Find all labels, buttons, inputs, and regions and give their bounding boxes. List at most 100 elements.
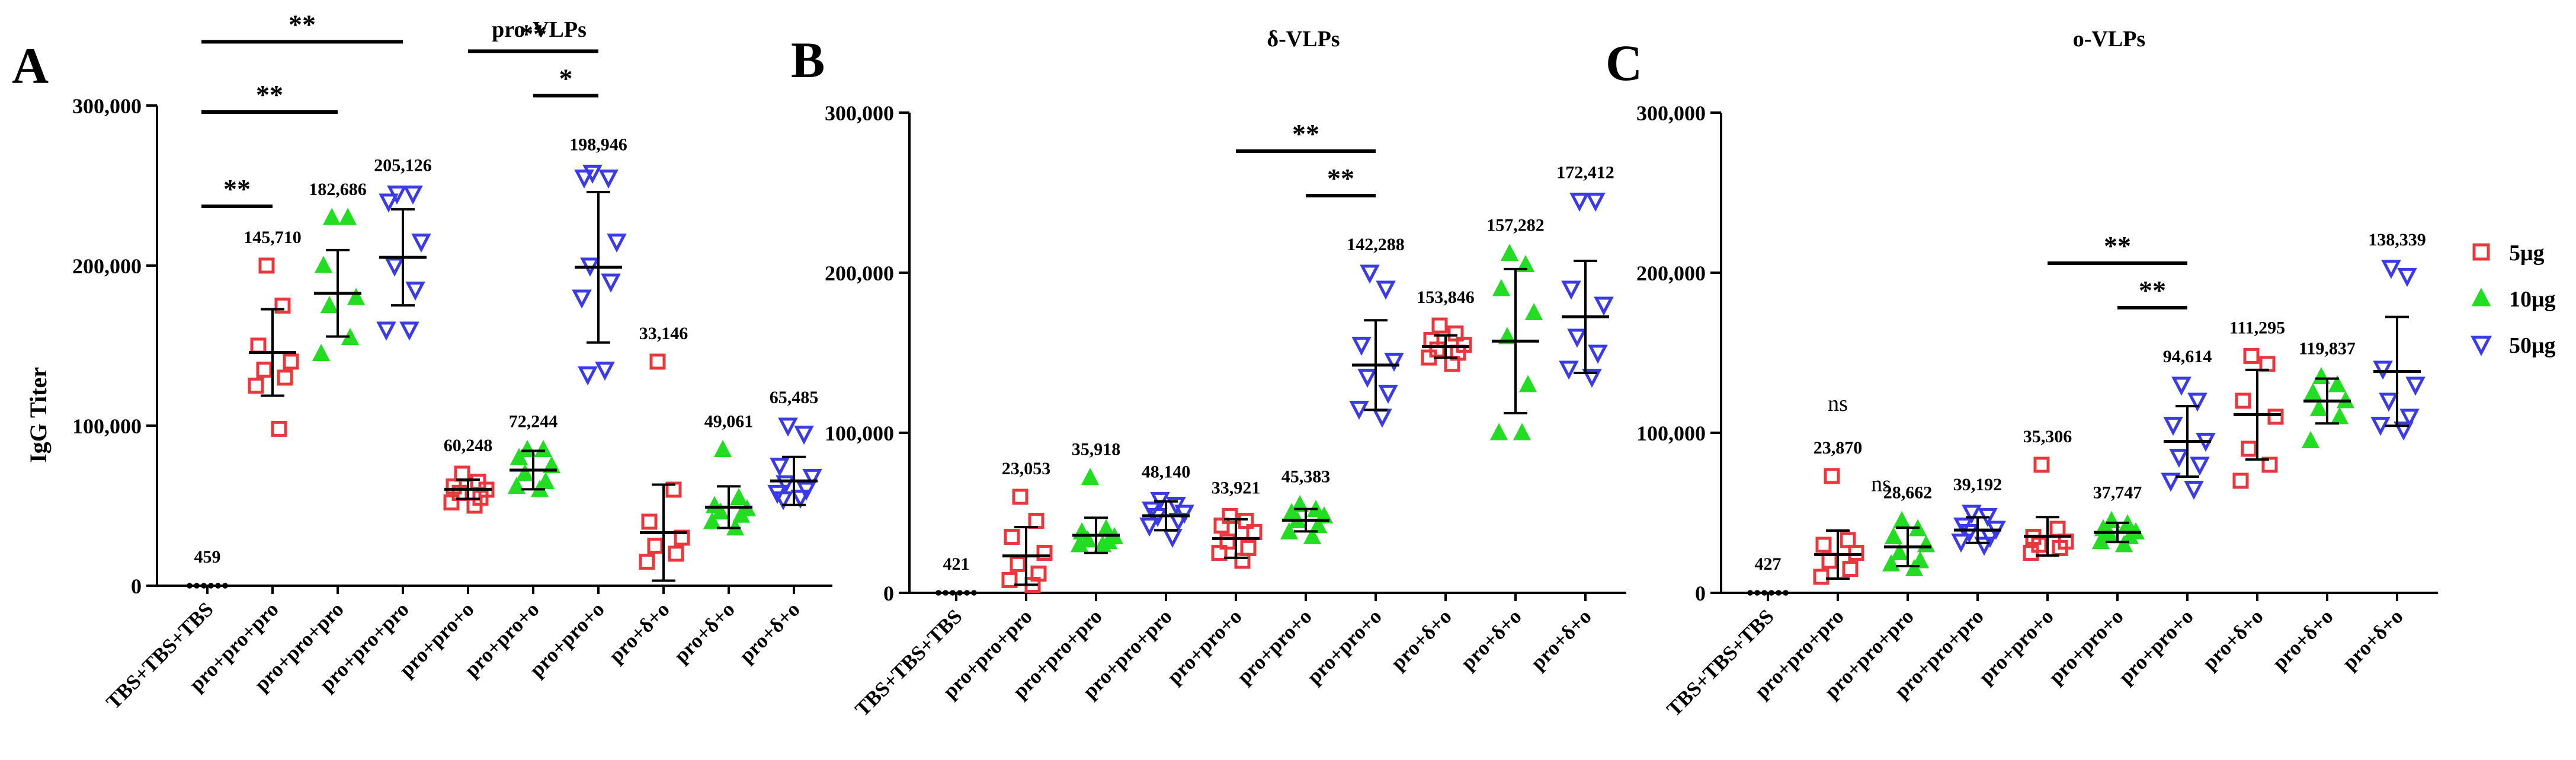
mean-label: 37,747: [2093, 483, 2142, 503]
data-point: [2163, 417, 2183, 436]
mean-label: 138,339: [2368, 230, 2426, 250]
data-point: [1139, 518, 1159, 537]
significance-label: **: [2139, 275, 2166, 305]
data-point: [1783, 590, 1789, 596]
data-point: [641, 513, 658, 530]
data-point: [2328, 375, 2347, 392]
data-point: [2399, 408, 2420, 428]
x-tick-label: pro+pro+o: [2044, 605, 2128, 689]
panel-letter: C: [1606, 34, 1642, 91]
data-point: [1093, 535, 1112, 553]
data-point: [2171, 376, 2191, 396]
data-point: [256, 362, 273, 378]
data-point: [1513, 423, 1531, 440]
mean-label: 28,662: [1883, 483, 1933, 503]
data-point: [411, 234, 431, 253]
data-point: [1588, 344, 1608, 364]
data-point: [802, 468, 822, 488]
data-point: [2309, 399, 2328, 416]
data-point: [1768, 590, 1774, 596]
data-point: [1211, 545, 1228, 561]
data-point: [773, 491, 793, 510]
data-point: [222, 583, 228, 589]
data-point: [1561, 280, 1581, 300]
mean-label: 153,846: [1417, 288, 1475, 307]
y-axis-title: IgG Titer: [25, 367, 52, 463]
data-point: [572, 289, 592, 309]
mean-label: 45,383: [1281, 467, 1331, 487]
data-point: [454, 465, 470, 482]
mean-label: 119,837: [2299, 339, 2356, 359]
x-tick-label: pro+δ+o: [2268, 605, 2338, 675]
y-tick-label: 300,000: [72, 94, 142, 118]
data-point: [2235, 392, 2251, 409]
data-point: [258, 257, 275, 274]
data-point: [1010, 555, 1026, 572]
data-point: [1518, 375, 1537, 392]
x-tick-label: TBS+TBS+TBS: [102, 598, 218, 714]
data-point: [1842, 561, 1859, 577]
panel-letter: A: [12, 37, 49, 94]
data-point: [274, 298, 291, 314]
data-point: [639, 554, 655, 570]
data-point: [674, 529, 690, 546]
ns-label: ns: [1828, 391, 1848, 416]
mean-label: 33,146: [639, 324, 688, 343]
data-point: [732, 505, 751, 523]
data-point: [2303, 383, 2322, 400]
data-point: [2190, 456, 2210, 476]
x-tick-label: pro+δ+o: [604, 598, 674, 668]
data-point: [1492, 279, 1511, 296]
mean-label: 49,061: [704, 412, 754, 432]
data-point: [399, 321, 419, 341]
y-tick-label: 200,000: [825, 261, 894, 285]
data-point: [1559, 360, 1579, 380]
data-point: [322, 207, 341, 225]
x-tick-label: pro+pro+o: [1162, 605, 1247, 689]
data-point: [1280, 522, 1299, 539]
x-tick-label: pro+δ+o: [1526, 605, 1596, 675]
data-point: [574, 170, 594, 189]
data-point: [1290, 495, 1309, 512]
ns-label: ns: [1871, 472, 1891, 497]
y-tick-label: 100,000: [1636, 421, 1706, 445]
data-point: [1213, 518, 1230, 534]
data-point: [943, 590, 949, 596]
data-point: [935, 590, 941, 596]
x-tick-label: pro+δ+o: [2198, 605, 2268, 675]
x-tick-label: pro+δ+o: [669, 598, 739, 668]
data-point: [1840, 532, 1856, 548]
data-point: [1815, 537, 1832, 553]
data-point: [1905, 559, 1924, 576]
data-point: [1303, 527, 1322, 544]
data-point: [1489, 423, 1508, 440]
data-point: [510, 448, 528, 465]
panel-title: pro-VLPs: [492, 17, 587, 42]
data-point: [711, 502, 730, 520]
data-point: [1081, 468, 1100, 486]
data-point: [2232, 472, 2249, 489]
mean-label: 39,192: [1953, 475, 2003, 494]
data-point: [1951, 534, 1971, 553]
data-point: [957, 590, 963, 596]
data-point: [2397, 267, 2417, 287]
data-point: [2301, 431, 2320, 448]
mean-label: 198,946: [569, 135, 627, 154]
data-point: [1882, 554, 1901, 571]
x-tick-label: pro+δ+o: [1386, 605, 1456, 675]
mean-label: 23,053: [1002, 459, 1051, 478]
data-point: [1585, 193, 1606, 212]
data-point: [2091, 532, 2110, 550]
data-point: [2405, 376, 2426, 396]
data-point: [2169, 449, 2189, 468]
data-point: [1974, 537, 1994, 556]
mean-label: 111,295: [2229, 318, 2285, 337]
data-point: [405, 282, 425, 301]
data-point: [515, 464, 534, 481]
data-point: [1567, 328, 1587, 348]
data-point: [1222, 507, 1238, 524]
mean-label: 65,485: [770, 388, 819, 407]
data-point: [2161, 472, 2181, 492]
y-tick-label: 100,000: [825, 421, 894, 445]
